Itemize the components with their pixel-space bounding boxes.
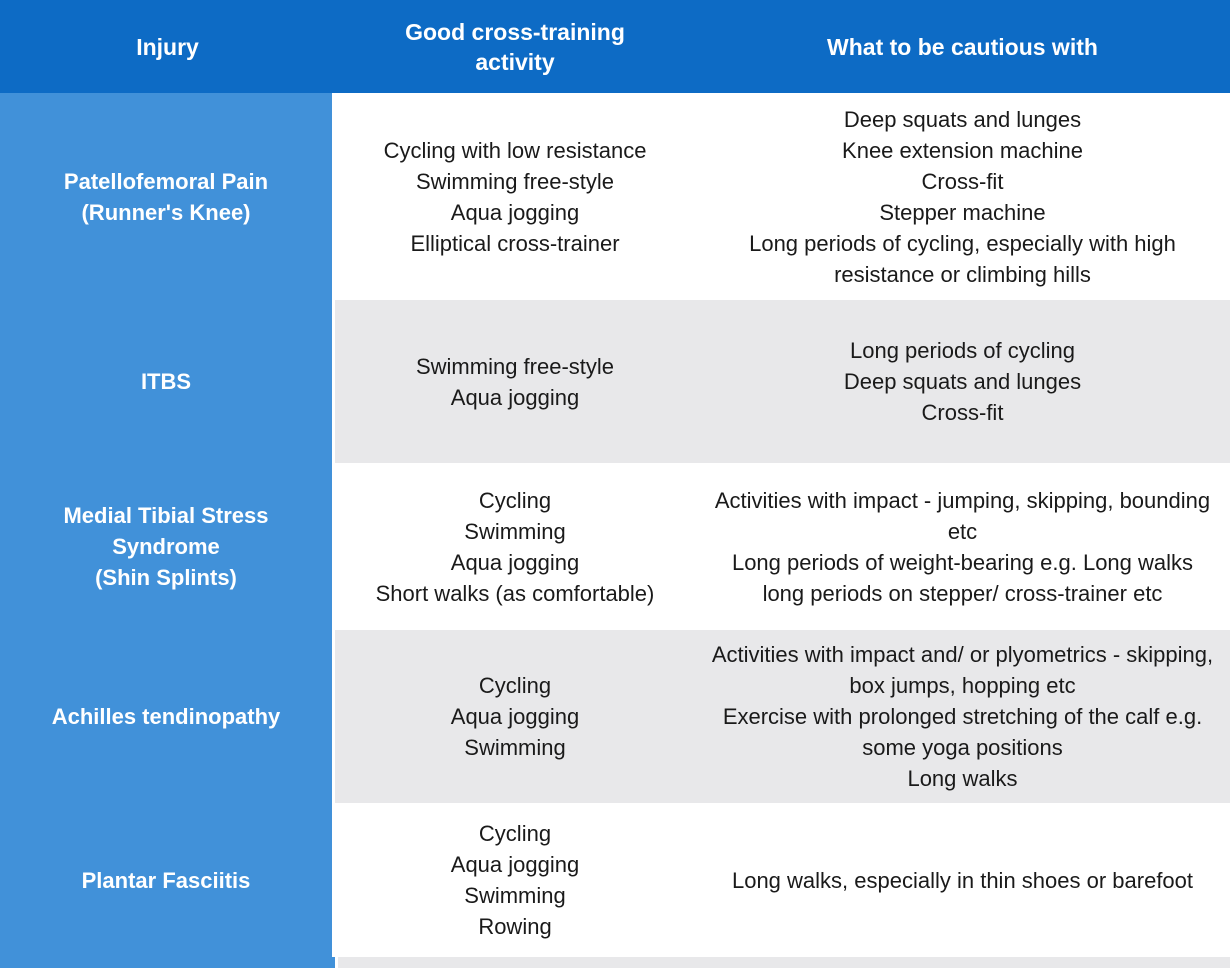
cell-line: Deep squats and lunges [843, 106, 1082, 132]
cell-line: (Runner's Knee) [81, 199, 251, 225]
header-activities: Good cross-training activity [335, 0, 695, 93]
header-injury: Injury [0, 0, 335, 93]
table-row: Plantar Fasciitis Cycling Aqua jogging Swim… [0, 803, 1230, 957]
cell-line: Swimming [464, 883, 566, 908]
header-cautions-label: What to be cautious with [827, 33, 1098, 60]
cell-line: Plantar Fasciitis [81, 867, 251, 893]
cell-line: Exercise with prolonged stretching of th… [722, 704, 1203, 760]
cautions-cell: Activities with impact - jumping, skippi… [695, 463, 1230, 630]
cautions-cell: Long walks, especially in thin shoes or … [695, 803, 1230, 957]
cell-line: Aqua jogging [450, 549, 580, 575]
activities-cell: Cycling with low resistance Swimming free… [335, 93, 695, 300]
cell-line: Cycling [478, 673, 552, 698]
cell-line: Elliptical cross-trainer [410, 230, 620, 256]
table-row: Achilles tendinopathy Cycling Aqua jogging… [0, 630, 1230, 803]
cautions-cell: Deep squats and lunges Knee extension mac… [695, 93, 1230, 300]
cell-line: Long periods of cycling, especially with… [749, 230, 1176, 287]
cell-line: Long periods of weight-bearing e.g. Long… [731, 549, 1194, 606]
cell-line: Swimming free-style [415, 168, 615, 194]
injury-cell: Medial Tibial Stress Syndrome (Shin Splin… [0, 463, 335, 630]
cell-line: Long walks [907, 766, 1018, 791]
partial-next-row-strip [0, 957, 1230, 968]
table-header-row: Injury Good cross-training activity What… [0, 0, 1230, 93]
injury-cell: Achilles tendinopathy [0, 630, 335, 803]
cell-line: Long walks, especially in thin shoes or … [731, 867, 1194, 893]
cell-line: Aqua jogging [450, 704, 580, 729]
cell-line: Swimming free-style [415, 353, 615, 379]
table-row: Patellofemoral Pain (Runner's Knee) Cyclin… [0, 93, 1230, 300]
cell-line: Cycling with low resistance [383, 137, 647, 163]
cell-line: Long periods of cycling [849, 338, 1076, 363]
cell-line: Cycling [478, 821, 552, 846]
cell-line: Cycling [478, 487, 552, 513]
cell-line: Short walks (as comfortable) [375, 580, 655, 606]
header-injury-label: Injury [136, 33, 199, 60]
cell-line: Activities with impact and/ or plyometri… [711, 642, 1214, 698]
activities-cell: Cycling Aqua jogging Swimming [335, 630, 695, 803]
cell-line: Activities with impact - jumping, skippi… [714, 487, 1211, 544]
table-row: Medial Tibial Stress Syndrome (Shin Splin… [0, 463, 1230, 630]
activities-cell: Cycling Aqua jogging Swimming Rowing [335, 803, 695, 957]
cell-line: Aqua jogging [450, 852, 580, 877]
table-body: Patellofemoral Pain (Runner's Knee) Cyclin… [0, 93, 1230, 957]
injury-cell: Plantar Fasciitis [0, 803, 335, 957]
partial-injury-cell [0, 957, 338, 968]
injury-cell: ITBS [0, 300, 335, 463]
cell-line: Knee extension machine [842, 137, 1083, 163]
cell-line: Medial Tibial Stress Syndrome [63, 503, 269, 559]
activities-cell: Swimming free-style Aqua jogging [335, 300, 695, 463]
cautions-cell: Long periods of cycling Deep squats and l… [695, 300, 1230, 463]
cell-line: ITBS [140, 369, 192, 394]
cell-line: (Shin Splints) [95, 565, 237, 590]
cell-line: Cross-fit [921, 168, 1004, 194]
cell-line: Aqua jogging [450, 199, 580, 225]
partial-data-cell [338, 957, 1230, 968]
cell-line: Stepper machine [879, 199, 1046, 225]
cell-line: Deep squats and lunges [843, 369, 1082, 394]
cell-line: Swimming [464, 518, 566, 544]
header-activities-label: Good cross-training activity [405, 18, 625, 75]
table-row: ITBS Swimming free-style Aqua jogging Long … [0, 300, 1230, 463]
cell-line: Achilles tendinopathy [51, 704, 281, 729]
cell-line: Swimming [464, 735, 566, 760]
cell-line: Cross-fit [921, 400, 1004, 425]
injury-cell: Patellofemoral Pain (Runner's Knee) [0, 93, 335, 300]
header-cautions: What to be cautious with [695, 0, 1230, 93]
cell-line: Rowing [478, 914, 552, 939]
cell-line: Aqua jogging [450, 384, 580, 410]
activities-cell: Cycling Swimming Aqua jogging Short walks (… [335, 463, 695, 630]
cautions-cell: Activities with impact and/ or plyometri… [695, 630, 1230, 803]
cell-line: Patellofemoral Pain [63, 168, 269, 194]
